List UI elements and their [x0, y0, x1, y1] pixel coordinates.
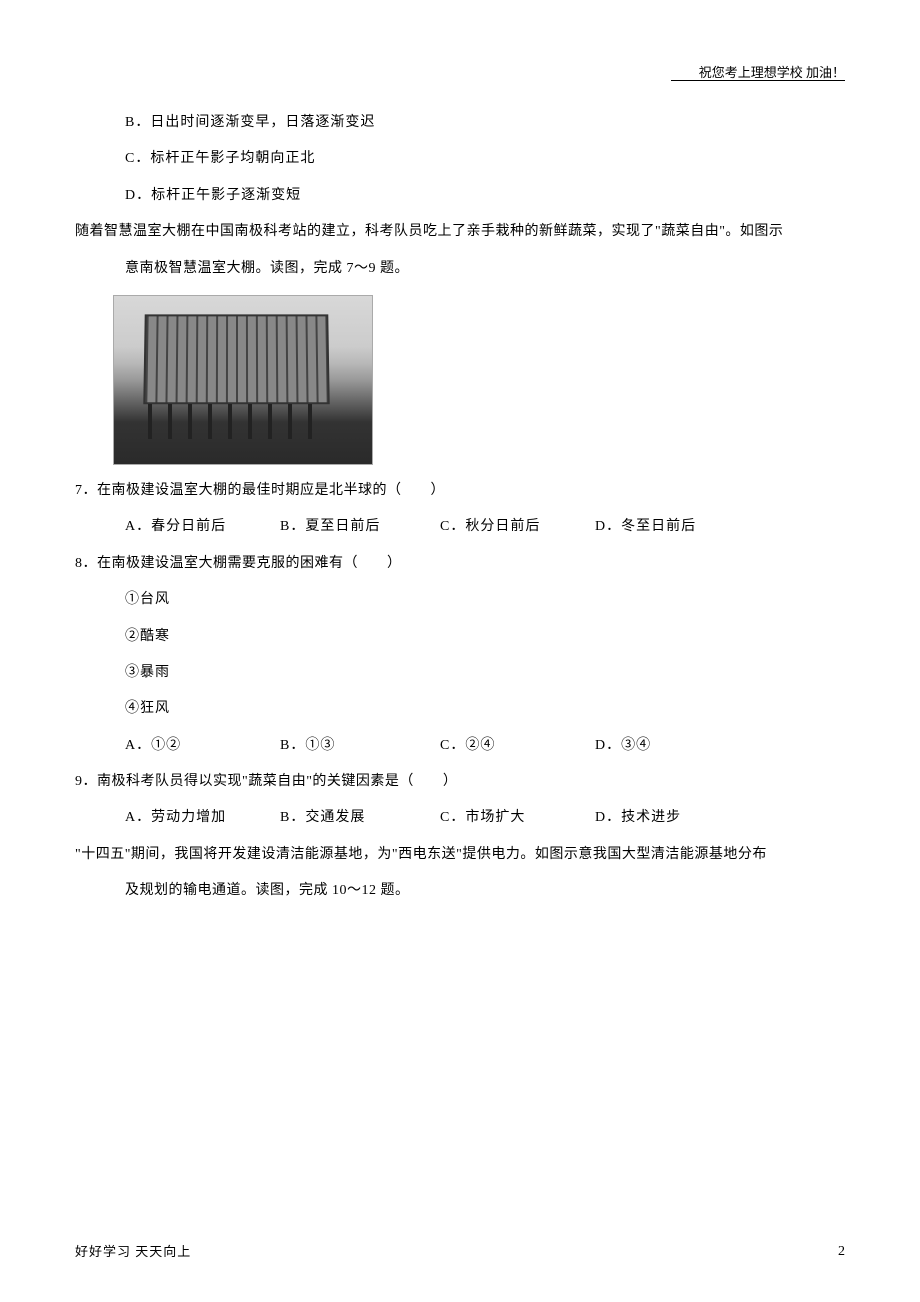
q8-option-a: A．①②	[125, 728, 280, 764]
q8-sub3: ③暴雨	[75, 655, 845, 691]
q7-option-c: C．秋分日前后	[440, 509, 595, 545]
q9-option-b: B．交通发展	[280, 800, 440, 836]
page-number: 2	[838, 1244, 845, 1260]
q9-option-d: D．技术进步	[595, 800, 845, 836]
passage2-line2: 及规划的输电通道。读图，完成 10～12 题。	[75, 873, 845, 909]
q8-stem: 8．在南极建设温室大棚需要克服的困难有（ ）	[75, 546, 845, 582]
passage1-line2: 意南极智慧温室大棚。读图，完成 7～9 题。	[75, 251, 845, 287]
q8-option-d: D．③④	[595, 728, 845, 764]
q9-options: A．劳动力增加 B．交通发展 C．市场扩大 D．技术进步	[75, 800, 845, 836]
prev-option-b: B．日出时间逐渐变早，日落逐渐变迟	[75, 105, 845, 141]
q9-stem: 9．南极科考队员得以实现"蔬菜自由"的关键因素是（ ）	[75, 764, 845, 800]
figure-greenhouse	[113, 295, 373, 465]
header-underline	[671, 80, 845, 81]
q9-option-a: A．劳动力增加	[125, 800, 280, 836]
q8-options: A．①② B．①③ C．②④ D．③④	[75, 728, 845, 764]
q7-options: A．春分日前后 B．夏至日前后 C．秋分日前后 D．冬至日前后	[75, 509, 845, 545]
prev-option-d: D．标杆正午影子逐渐变短	[75, 178, 845, 214]
q7-option-b: B．夏至日前后	[280, 509, 440, 545]
q7-option-a: A．春分日前后	[125, 509, 280, 545]
q8-sub4: ④狂风	[75, 691, 845, 727]
q7-option-d: D．冬至日前后	[595, 509, 845, 545]
prev-option-c: C．标杆正午影子均朝向正北	[75, 141, 845, 177]
passage2-line1: "十四五"期间，我国将开发建设清洁能源基地，为"西电东送"提供电力。如图示意我国…	[75, 837, 845, 873]
passage1-line1: 随着智慧温室大棚在中国南极科考站的建立，科考队员吃上了亲手栽种的新鲜蔬菜，实现了…	[75, 214, 845, 250]
footer-motto: 好好学习 天天向上	[75, 1241, 191, 1260]
header-wish: 祝您考上理想学校 加油！	[699, 62, 845, 81]
q8-option-b: B．①③	[280, 728, 440, 764]
q8-sub2: ②酷寒	[75, 619, 845, 655]
greenhouse-structure-icon	[143, 314, 329, 404]
greenhouse-pillars-icon	[148, 404, 323, 439]
q7-stem: 7．在南极建设温室大棚的最佳时期应是北半球的（ ）	[75, 473, 845, 509]
main-content: B．日出时间逐渐变早，日落逐渐变迟 C．标杆正午影子均朝向正北 D．标杆正午影子…	[75, 105, 845, 910]
q8-option-c: C．②④	[440, 728, 595, 764]
q8-sub1: ①台风	[75, 582, 845, 618]
q9-option-c: C．市场扩大	[440, 800, 595, 836]
